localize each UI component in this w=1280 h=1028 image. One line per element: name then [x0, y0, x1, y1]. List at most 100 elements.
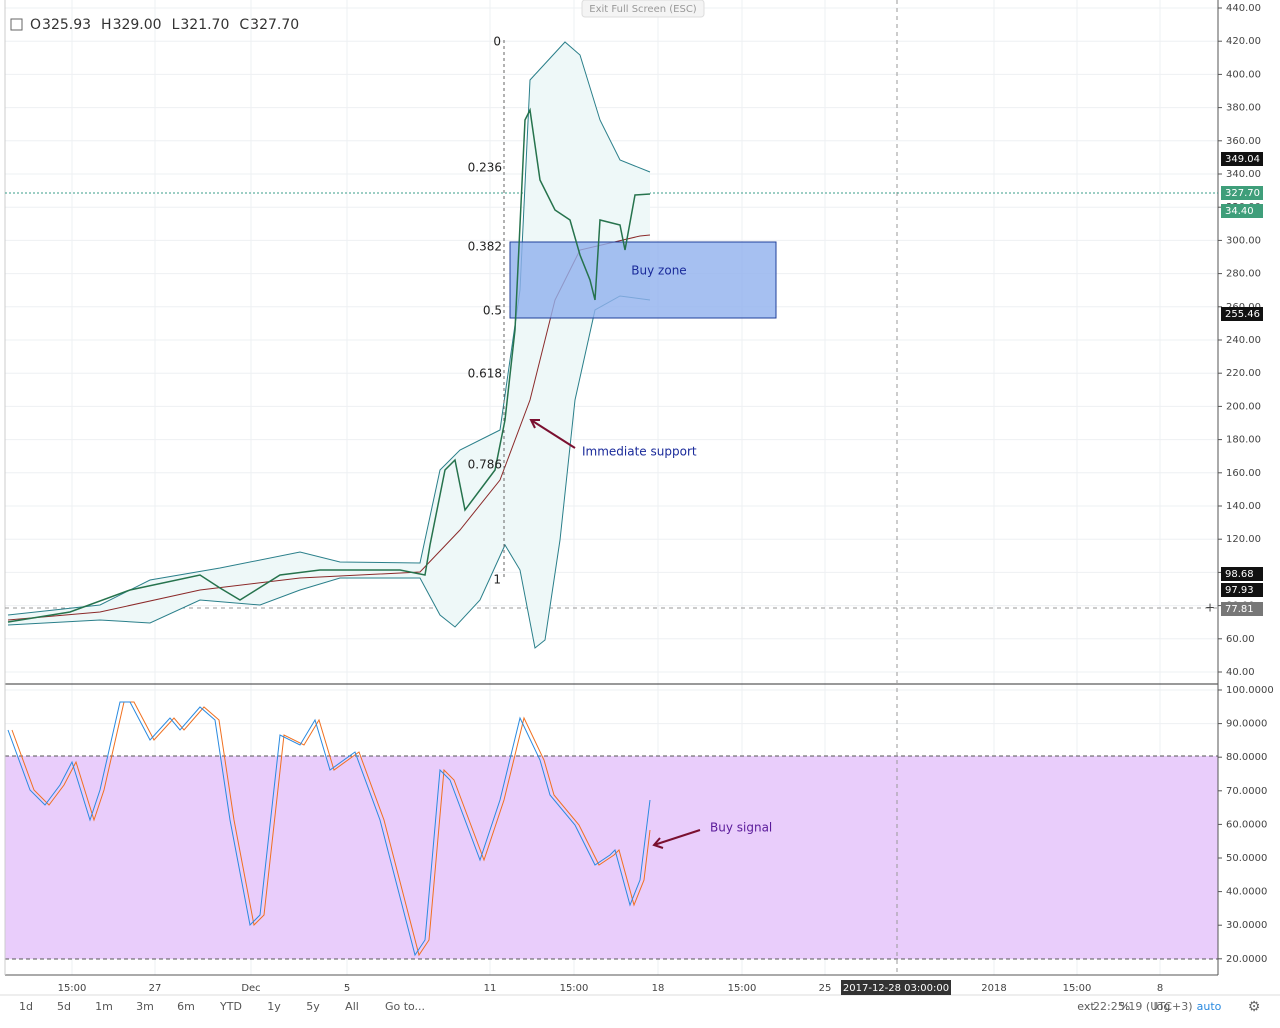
lower-band: [7, 295, 651, 649]
range-button[interactable]: 5d: [57, 1000, 71, 1013]
osc-label: 30.0000: [1226, 920, 1267, 931]
time-label: 2017-12-28 03:00:00: [843, 983, 949, 994]
price-label: 140.00: [1226, 501, 1261, 512]
price-label: 120.00: [1226, 534, 1261, 545]
plus-icon[interactable]: +: [1205, 601, 1215, 615]
time-label: 15:00: [58, 983, 87, 994]
osc-label: 40.0000: [1226, 887, 1267, 898]
osc-label: 50.0000: [1226, 853, 1267, 864]
price-label: 340.00: [1226, 169, 1261, 180]
option-button[interactable]: %: [1120, 1000, 1130, 1013]
fib-label: 0.236: [468, 161, 502, 175]
price-tag: [1221, 204, 1263, 218]
price-label: 300.00: [1226, 235, 1261, 246]
time-label: Dec: [241, 983, 260, 994]
toggle-icon[interactable]: [10, 18, 23, 31]
ohlc-value: 327.70: [250, 17, 299, 33]
fib-label: 0.786: [468, 458, 502, 472]
fib-label: 0.5: [483, 304, 502, 318]
option-button[interactable]: log: [1154, 1000, 1171, 1013]
time-label: 11: [484, 983, 497, 994]
price-label: 180.00: [1226, 435, 1261, 446]
time-label: 27: [149, 983, 162, 994]
ohlc-value: 321.70: [180, 17, 229, 33]
time-label: 25: [819, 983, 832, 994]
range-button[interactable]: 1m: [95, 1000, 113, 1013]
buy-zone: [509, 241, 777, 319]
ohlc-value: 325.93: [42, 17, 91, 33]
upper-band: [7, 41, 651, 616]
price-label: 440.00: [1226, 3, 1261, 14]
osc-label: 80.0000: [1226, 752, 1267, 763]
price-label: 280.00: [1226, 269, 1261, 280]
osc-label: 100.0000: [1226, 685, 1274, 696]
time-label: 2018: [981, 983, 1006, 994]
price-label: 60.00: [1226, 634, 1255, 645]
time-label: 15:00: [1063, 983, 1092, 994]
price-label: 400.00: [1226, 69, 1261, 80]
osc-label: 90.0000: [1226, 719, 1267, 730]
osc-label: 60.0000: [1226, 819, 1267, 830]
support-arrowhead: [529, 419, 540, 429]
price-tag-label: 349.04: [1225, 154, 1260, 165]
range-button[interactable]: 5y: [306, 1000, 320, 1013]
exit-label[interactable]: Exit Full Screen (ESC): [589, 4, 697, 15]
price-label: 160.00: [1226, 468, 1261, 479]
support-arrow: [530, 419, 576, 449]
range-button[interactable]: YTD: [219, 1000, 242, 1013]
signal-arrow: [653, 829, 701, 846]
option-button[interactable]: ext: [1077, 1000, 1095, 1013]
crosshair-time-tag: [841, 980, 951, 995]
price-tag: [1221, 583, 1263, 597]
time-label: 8: [1157, 983, 1163, 994]
range-button[interactable]: All: [345, 1000, 359, 1013]
price-tag: [1221, 152, 1263, 166]
support-label: Immediate support: [582, 445, 697, 459]
price-tag-label: 97.93: [1225, 585, 1254, 596]
time-label: 15:00: [560, 983, 589, 994]
price-tag: [1221, 602, 1263, 616]
price-label: 240.00: [1226, 335, 1261, 346]
price-series: [7, 107, 651, 623]
range-button[interactable]: 1d: [19, 1000, 33, 1013]
price-tag-label: 98.68: [1225, 569, 1254, 580]
ohlc-key: L: [172, 17, 180, 33]
clock: 22:25:19 (UTC+3): [1093, 1000, 1193, 1013]
buy-zone-label: Buy zone: [631, 264, 686, 278]
settings-icon[interactable]: ⚙: [1248, 999, 1261, 1015]
ohlc-value: 329.00: [113, 17, 162, 33]
price-tag: [1221, 567, 1263, 581]
ohlc-key: C: [239, 17, 249, 33]
range-button[interactable]: 1y: [267, 1000, 281, 1013]
price-tag-label: 327.70: [1225, 188, 1260, 199]
range-button[interactable]: 3m: [136, 1000, 154, 1013]
exit-button[interactable]: [581, 0, 705, 18]
price-tag-label: 77.81: [1225, 604, 1254, 615]
price-label: 220.00: [1226, 368, 1261, 379]
stoch-d: [11, 701, 651, 957]
signal-arrowhead: [652, 837, 664, 849]
ohlc-key: O: [30, 17, 41, 33]
price-label: 420.00: [1226, 36, 1261, 47]
fib-label: 0.382: [468, 240, 502, 254]
time-label: 15:00: [728, 983, 757, 994]
option-button[interactable]: auto: [1197, 1000, 1222, 1013]
price-label: 40.00: [1226, 667, 1255, 678]
price-tag: [1221, 307, 1263, 321]
price-tag-label: 255.46: [1225, 309, 1260, 320]
band-fill: [8, 42, 650, 648]
price-label: 200.00: [1226, 401, 1261, 412]
fib-label: 0: [493, 35, 501, 49]
ohlc-key: H: [101, 17, 112, 33]
osc-label: 20.0000: [1226, 954, 1267, 965]
price-tag: [1221, 186, 1263, 200]
range-button[interactable]: 6m: [177, 1000, 195, 1013]
price-tag-label: 34.40: [1225, 206, 1254, 217]
range-button[interactable]: Go to...: [385, 1000, 425, 1013]
signal-label: Buy signal: [710, 821, 772, 835]
price-label: 360.00: [1226, 136, 1261, 147]
osc-label: 70.0000: [1226, 786, 1267, 797]
fib-label: 1: [493, 573, 501, 587]
time-label: 5: [344, 983, 350, 994]
